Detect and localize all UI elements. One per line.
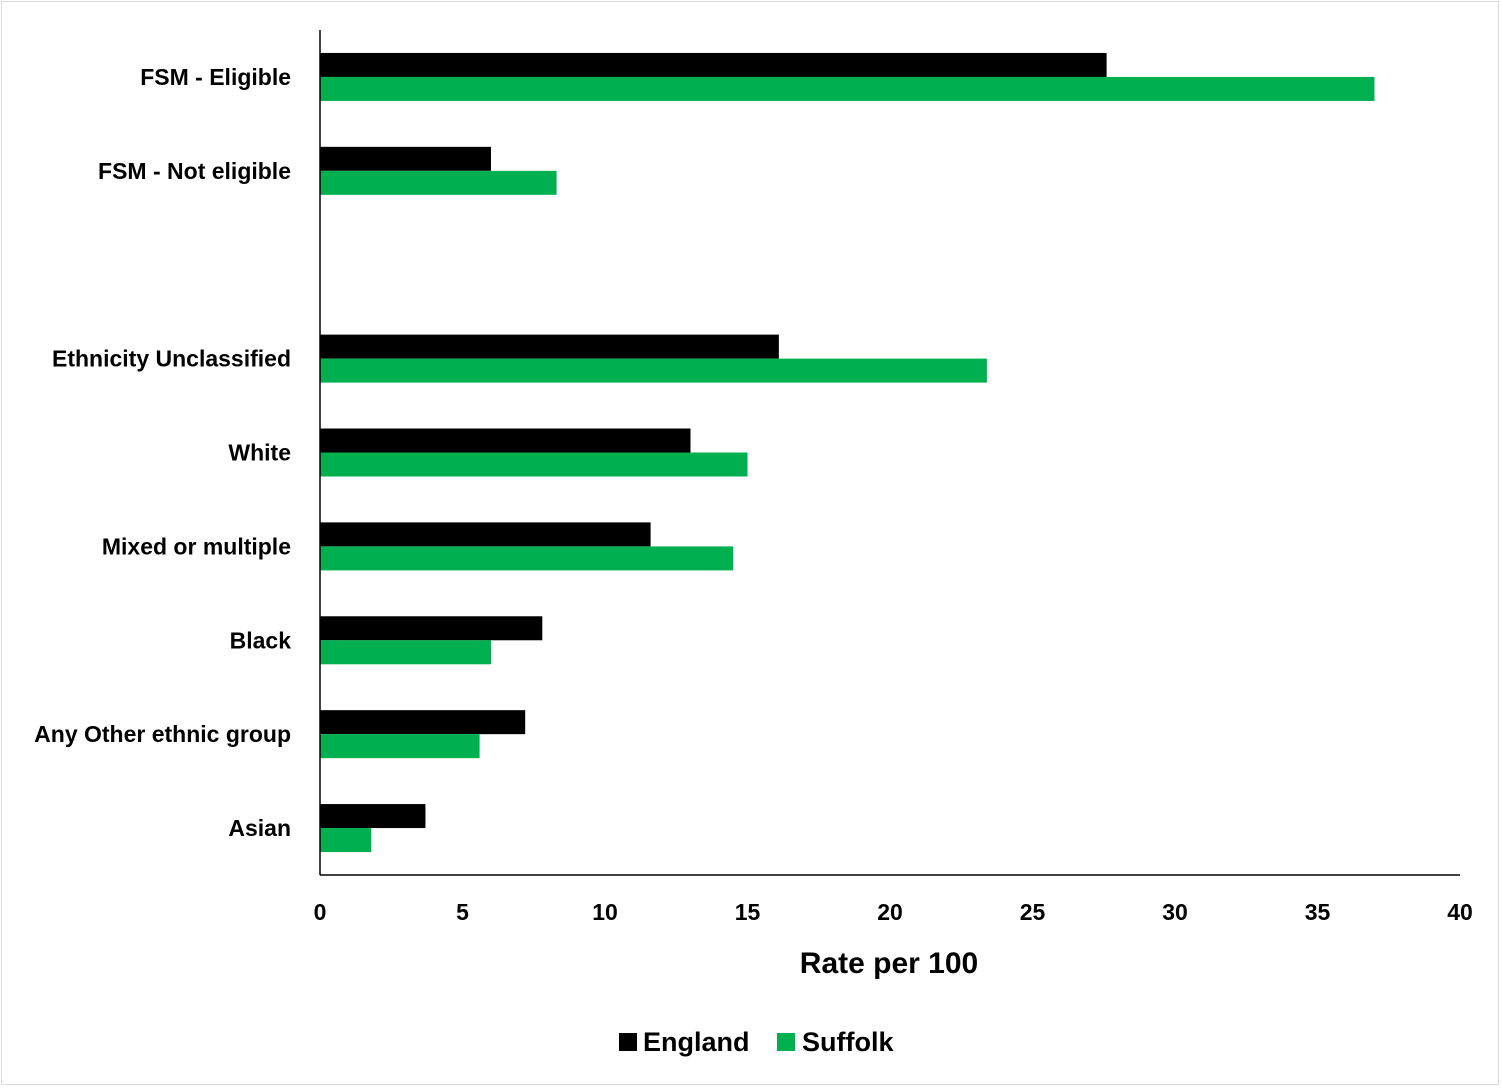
x-tick-label: 10	[592, 899, 618, 925]
x-tick-label: 5	[456, 899, 469, 925]
bar-england-7	[320, 710, 526, 735]
category-label: FSM - Eligible	[140, 64, 291, 90]
bar-england-5	[320, 522, 651, 547]
category-label: Black	[230, 627, 292, 653]
x-tick-label: 15	[735, 899, 761, 925]
legend-swatch-suffolk	[777, 1033, 795, 1051]
bars-group	[320, 52, 1375, 853]
category-label: FSM - Not eligible	[98, 158, 291, 184]
x-tick-label: 35	[1305, 899, 1331, 925]
x-tick-labels: 0 5 10 15 20 25 30 35 40	[314, 899, 1473, 925]
bar-suffolk-0	[320, 76, 1375, 101]
bar-england-8	[320, 804, 426, 829]
category-label: Ethnicity Unclassified	[52, 346, 291, 372]
category-labels: FSM - Eligible FSM - Not eligible Ethnicit…	[34, 64, 291, 841]
x-tick-label: 30	[1162, 899, 1188, 925]
bar-suffolk-3	[320, 358, 987, 383]
bar-suffolk-7	[320, 734, 480, 759]
x-tick-label: 25	[1020, 899, 1046, 925]
x-tick-label: 20	[877, 899, 903, 925]
bar-england-4	[320, 428, 691, 453]
legend: England Suffolk	[619, 1027, 894, 1057]
bar-england-0	[320, 52, 1107, 77]
bar-england-6	[320, 616, 543, 641]
bar-suffolk-8	[320, 828, 372, 853]
x-tick-label: 0	[314, 899, 327, 925]
category-label: Asian	[228, 815, 291, 841]
bar-england-1	[320, 146, 491, 171]
category-label: Mixed or multiple	[102, 533, 291, 559]
legend-label-england: England	[643, 1027, 750, 1057]
bar-england-3	[320, 334, 779, 359]
legend-swatch-england	[619, 1033, 637, 1051]
category-label: White	[228, 440, 291, 466]
category-label: Any Other ethnic group	[34, 721, 291, 747]
x-tick-label: 40	[1447, 899, 1473, 925]
bar-suffolk-6	[320, 640, 491, 665]
x-axis-title: Rate per 100	[800, 947, 978, 980]
bar-suffolk-4	[320, 452, 748, 477]
bar-suffolk-1	[320, 170, 557, 195]
legend-label-suffolk: Suffolk	[802, 1027, 894, 1057]
bar-suffolk-5	[320, 546, 734, 571]
